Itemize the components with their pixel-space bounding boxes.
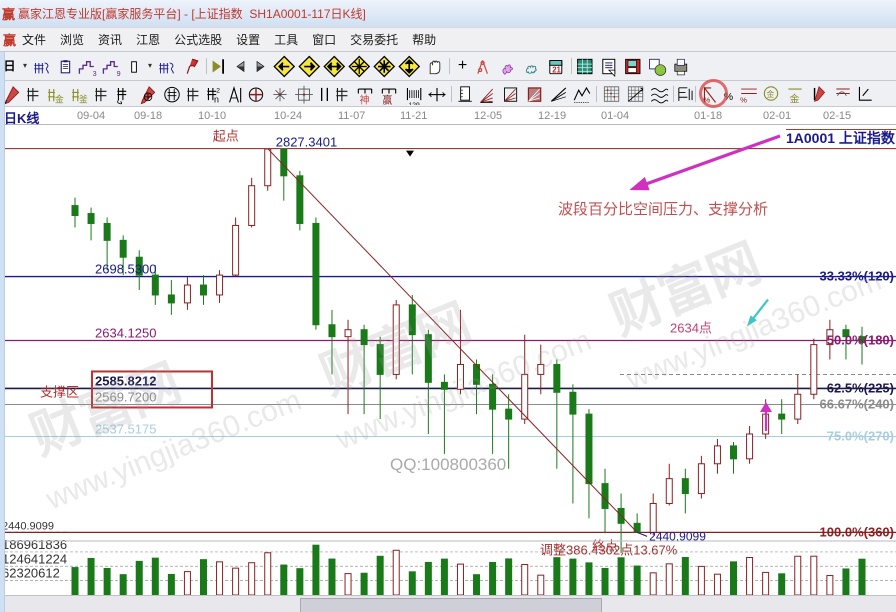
svg-text:2440.9099: 2440.9099 [2,520,54,532]
svg-text:2698.5300: 2698.5300 [95,262,156,277]
svg-text:金: 金 [55,93,64,104]
svg-text:62.5%(225): 62.5%(225) [827,380,894,395]
svg-text:起点: 起点 [213,129,239,144]
svg-text:神: 神 [359,94,369,106]
svg-text:2827.3401: 2827.3401 [276,135,337,150]
svg-text:100.0%(360): 100.0%(360) [820,524,894,539]
svg-text:3: 3 [93,69,97,78]
svg-text:n: n [214,94,219,104]
svg-text:186961836: 186961836 [2,537,67,552]
svg-text:50.0%(180): 50.0%(180) [827,333,894,348]
svg-text:62320612: 62320612 [2,566,60,581]
svg-text:75.0%(270): 75.0%(270) [827,428,894,443]
svg-text:9: 9 [117,69,121,78]
svg-text:釜: 釜 [79,93,88,104]
svg-text:波段百分比空间压力、支撑分析: 波段百分比空间压力、支撑分析 [558,201,768,218]
svg-text:%: % [740,95,747,104]
svg-text:金: 金 [789,92,799,105]
svg-text:21: 21 [552,65,561,74]
svg-text:124641224: 124641224 [2,551,67,566]
svg-text:金: 金 [767,89,775,99]
svg-text:129: 129 [409,102,420,105]
svg-text:QQ:100800360: QQ:100800360 [390,455,506,474]
svg-text:调整386.4302点13.67%: 调整386.4302点13.67% [540,542,678,557]
svg-text:66.67%(240): 66.67%(240) [820,396,894,411]
svg-text:赢: 赢 [382,94,392,106]
svg-text:2634.1250: 2634.1250 [95,326,156,341]
svg-text:2: 2 [216,87,220,94]
